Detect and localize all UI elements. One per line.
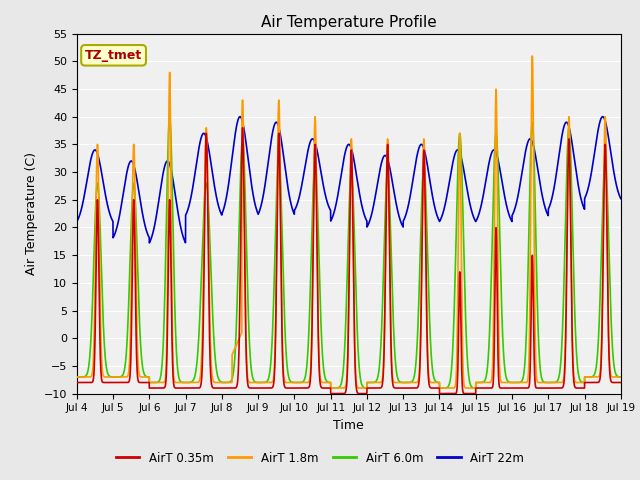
- Y-axis label: Air Temperature (C): Air Temperature (C): [25, 152, 38, 275]
- Legend: AirT 0.35m, AirT 1.8m, AirT 6.0m, AirT 22m: AirT 0.35m, AirT 1.8m, AirT 6.0m, AirT 2…: [111, 447, 529, 469]
- Title: Air Temperature Profile: Air Temperature Profile: [261, 15, 436, 30]
- Text: TZ_tmet: TZ_tmet: [85, 49, 142, 62]
- X-axis label: Time: Time: [333, 419, 364, 432]
